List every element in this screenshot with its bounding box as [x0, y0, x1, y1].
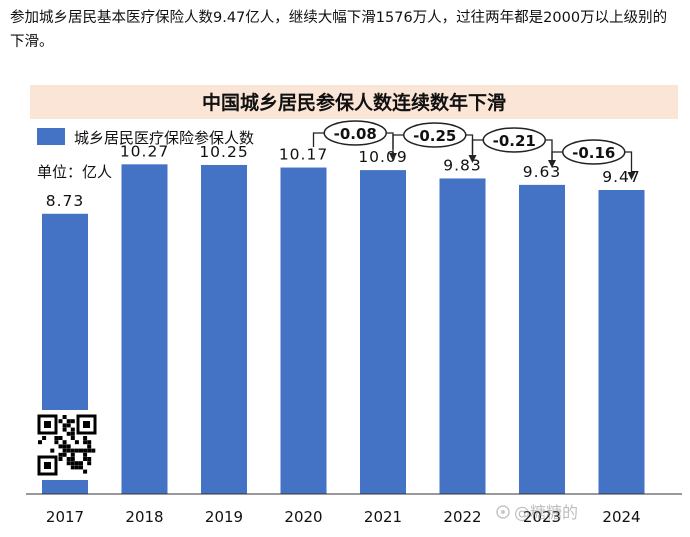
value-label-2019: 10.25 [199, 143, 248, 161]
x-tick-2018: 2018 [125, 508, 163, 526]
value-labels-group: 8.73 10.27 10.25 10.17 10.09 9.83 9.63 9.47 [46, 142, 641, 210]
chart-container: 中国城乡居民参保人数连续数年下滑 城乡居民医疗保险参保人数 单位：亿人 8.73… [18, 80, 682, 533]
x-tick-2017: 2017 [46, 508, 84, 526]
x-tick-2019: 2019 [205, 508, 243, 526]
value-label-2021: 10.09 [358, 148, 407, 166]
bar-2022 [439, 178, 486, 494]
value-label-2017: 8.73 [46, 192, 85, 210]
x-tick-2022: 2022 [443, 508, 481, 526]
x-tick-2020: 2020 [284, 508, 322, 526]
change-label-2021: -0.08 [334, 125, 377, 143]
x-tick-2023: 2023 [523, 508, 561, 526]
change-annotation-2023: -0.21 [471, 127, 556, 168]
change-label-2022: -0.25 [413, 127, 456, 145]
change-annotation-2024: -0.16 [551, 139, 636, 180]
chart-title: 中国城乡居民参保人数连续数年下滑 [202, 91, 506, 114]
watermark: @糖糖的 [496, 503, 578, 522]
bar-2020 [280, 167, 327, 494]
chart-title-banner [30, 85, 678, 119]
bar-2021 [360, 170, 406, 494]
change-label-2023: -0.21 [493, 132, 536, 150]
bar-2018 [121, 164, 168, 494]
value-label-2023: 9.63 [523, 163, 562, 181]
bar-2024 [598, 190, 645, 494]
bar-chart: 中国城乡居民参保人数连续数年下滑 城乡居民医疗保险参保人数 单位：亿人 8.73… [26, 85, 682, 526]
value-label-2024: 9.47 [602, 168, 641, 186]
x-axis-ticks: 2017 2018 2019 2020 2021 2022 2023 2024 [46, 508, 641, 526]
x-tick-2024: 2024 [602, 508, 640, 526]
x-tick-2021: 2021 [364, 508, 402, 526]
qr-code [33, 410, 101, 480]
change-annotation-2022: -0.25 [392, 122, 477, 163]
legend-label: 城乡居民医疗保险参保人数 [74, 129, 254, 147]
legend-swatch [37, 128, 65, 145]
bars-group [42, 164, 645, 494]
unit-label: 单位：亿人 [37, 163, 112, 181]
bar-2019 [201, 164, 247, 494]
watermark-text: @糖糖的 [514, 503, 578, 522]
post-caption: 参加城乡居民基本医疗保险人数9.47亿人，继续大幅下滑1576万人，过往两年都是… [10, 10, 668, 50]
value-label-2022: 9.83 [443, 156, 482, 174]
bar-2023 [519, 184, 565, 494]
change-label-2024: -0.16 [572, 144, 615, 162]
value-label-2018: 10.27 [120, 142, 169, 160]
change-annotations-group: -0.08 -0.25 -0.21 -0.16 [312, 120, 636, 180]
value-label-2020: 10.17 [279, 146, 328, 164]
